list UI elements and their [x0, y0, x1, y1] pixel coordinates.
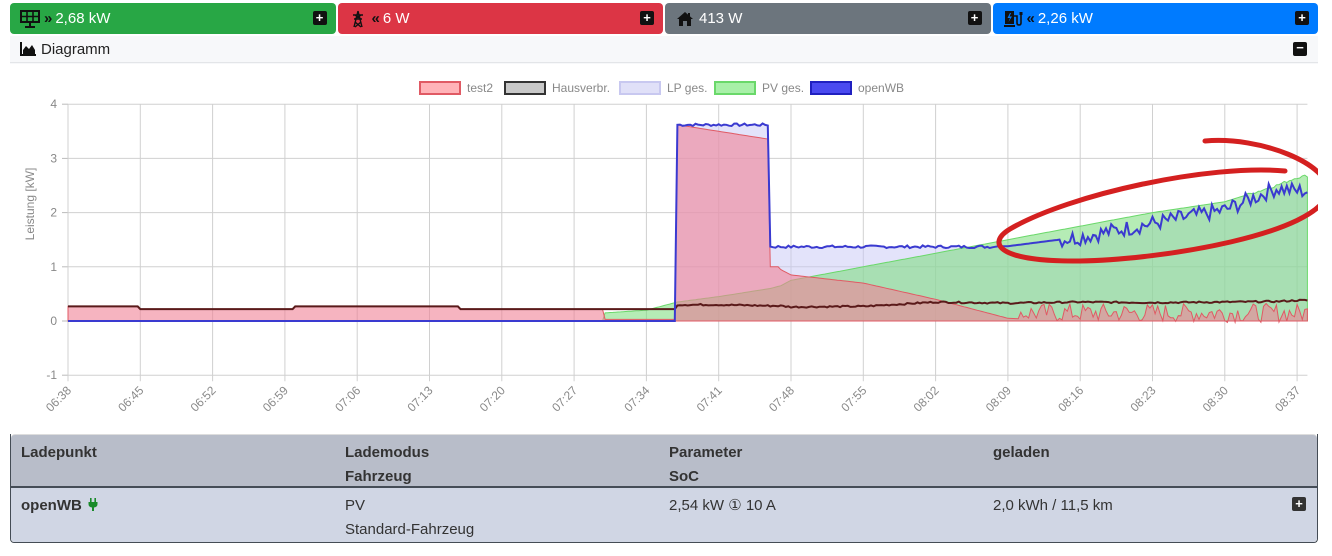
svg-text:07:06: 07:06 — [332, 383, 363, 414]
legend-item[interactable]: openWB — [810, 81, 904, 95]
svg-text:08:30: 08:30 — [1200, 383, 1231, 414]
svg-text:06:59: 06:59 — [260, 383, 291, 414]
diagram-title: Diagramm — [41, 40, 111, 58]
table-row[interactable]: openWB PV Standard-Fahrzeug 2,54 kW ① 10 … — [11, 488, 1317, 542]
charged-cell: 2,0 kWh / 11,5 km — [983, 488, 1307, 542]
parameter-cell: 2,54 kW ① 10 A — [659, 488, 983, 542]
header-ladepunkt: Ladepunkt — [21, 444, 97, 461]
svg-text:08:37: 08:37 — [1272, 383, 1303, 414]
collapse-diagram-button[interactable]: − — [1293, 41, 1307, 56]
charging-station-icon — [1003, 10, 1023, 28]
solar-panel-icon — [20, 9, 40, 28]
svg-text:4: 4 — [50, 97, 57, 111]
svg-text:07:55: 07:55 — [838, 383, 869, 414]
chargepoint-name-cell: openWB — [11, 488, 335, 542]
plug-icon — [88, 495, 98, 519]
charge-power: 2,54 kW — [669, 497, 725, 514]
svg-text:07:13: 07:13 — [404, 383, 435, 414]
svg-text:Hausverbr.: Hausverbr. — [552, 81, 610, 95]
series-openwb-line — [68, 122, 1308, 322]
expand-row-button[interactable]: + — [1292, 497, 1306, 511]
chart-area-icon — [20, 42, 36, 56]
svg-text:07:48: 07:48 — [766, 383, 797, 414]
svg-text:07:41: 07:41 — [694, 383, 725, 414]
svg-text:3: 3 — [50, 151, 57, 165]
vehicle-name: Standard-Fahrzeug — [345, 521, 475, 538]
diagram-panel: Diagramm − test2 Hausverbr. LP ges. PV ges.… — [10, 36, 1331, 431]
header-geladen: geladen — [993, 444, 1050, 461]
house-value: 413 W — [699, 10, 743, 27]
charge-mode: PV — [345, 497, 366, 514]
svg-text:openWB: openWB — [858, 81, 904, 95]
import-arrows-icon: « — [1026, 10, 1035, 27]
svg-text:08:09: 08:09 — [983, 383, 1014, 414]
legend-item[interactable]: test2 — [419, 81, 493, 95]
svg-text:07:20: 07:20 — [477, 383, 508, 414]
svg-text:06:38: 06:38 — [43, 383, 74, 414]
expand-charge-button[interactable]: + — [1295, 11, 1309, 25]
svg-text:06:52: 06:52 — [188, 383, 219, 414]
charge-tile[interactable]: « 2,26 kW + — [992, 3, 1318, 34]
chargepoint-name: openWB — [21, 497, 82, 514]
svg-text:0: 0 — [50, 314, 57, 328]
pv-value: 2,68 kW — [55, 10, 111, 27]
mode-cell: PV Standard-Fahrzeug — [335, 488, 659, 542]
charge-value: 2,26 kW — [1037, 10, 1093, 27]
expand-grid-button[interactable]: + — [640, 11, 654, 25]
expand-house-button[interactable]: + — [967, 11, 982, 25]
legend-item[interactable]: PV ges. — [714, 81, 804, 95]
header-lademodus: Lademodus Fahrzeug — [345, 444, 430, 485]
house-icon — [675, 10, 695, 28]
chargepoint-table: Ladepunkt Lademodus Fahrzeug Parameter SoC… — [10, 434, 1318, 543]
expand-pv-button[interactable]: + — [312, 11, 327, 25]
phase-icon: ① — [728, 497, 742, 514]
import-arrows-icon: « — [371, 10, 380, 27]
charged-amount: 2,0 kWh / 11,5 km — [993, 497, 1113, 514]
legend-item[interactable]: LP ges. — [619, 81, 707, 95]
house-tile[interactable]: 413 W + — [665, 3, 991, 34]
svg-text:07:34: 07:34 — [621, 383, 652, 414]
status-bar: » 2,68 kW + « 6 W + 413 W + « 2,26 kW + — [10, 3, 1318, 34]
diagram-header[interactable]: Diagramm − — [10, 36, 1318, 63]
svg-text:Leistung [kW]: Leistung [kW] — [23, 168, 37, 241]
svg-text:06:45: 06:45 — [115, 383, 146, 414]
power-chart: test2 Hausverbr. LP ges. PV ges. openWB 4 3 2 1 0… — [10, 64, 1331, 431]
svg-text:test2: test2 — [467, 81, 493, 95]
export-arrows-icon: » — [44, 10, 52, 27]
svg-text:07:27: 07:27 — [549, 383, 580, 414]
legend-item[interactable]: Hausverbr. — [504, 81, 610, 95]
svg-text:08:23: 08:23 — [1127, 383, 1158, 414]
svg-text:2: 2 — [50, 206, 57, 220]
grid-tile[interactable]: « 6 W + — [337, 3, 663, 34]
svg-text:1: 1 — [50, 260, 57, 274]
svg-text:08:16: 08:16 — [1055, 383, 1086, 414]
svg-text:-1: -1 — [46, 368, 57, 382]
series-house-line — [68, 298, 1308, 311]
svg-text:PV ges.: PV ges. — [762, 81, 804, 95]
header-parameter: Parameter SoC — [669, 444, 743, 485]
power-pylon-icon — [348, 10, 368, 28]
pv-tile[interactable]: » 2,68 kW + — [10, 3, 336, 34]
grid-value: 6 W — [382, 10, 410, 27]
charge-current: 10 A — [745, 497, 776, 514]
table-header: Ladepunkt Lademodus Fahrzeug Parameter SoC… — [11, 434, 1317, 488]
svg-text:08:02: 08:02 — [911, 383, 942, 414]
svg-text:LP ges.: LP ges. — [667, 81, 707, 95]
